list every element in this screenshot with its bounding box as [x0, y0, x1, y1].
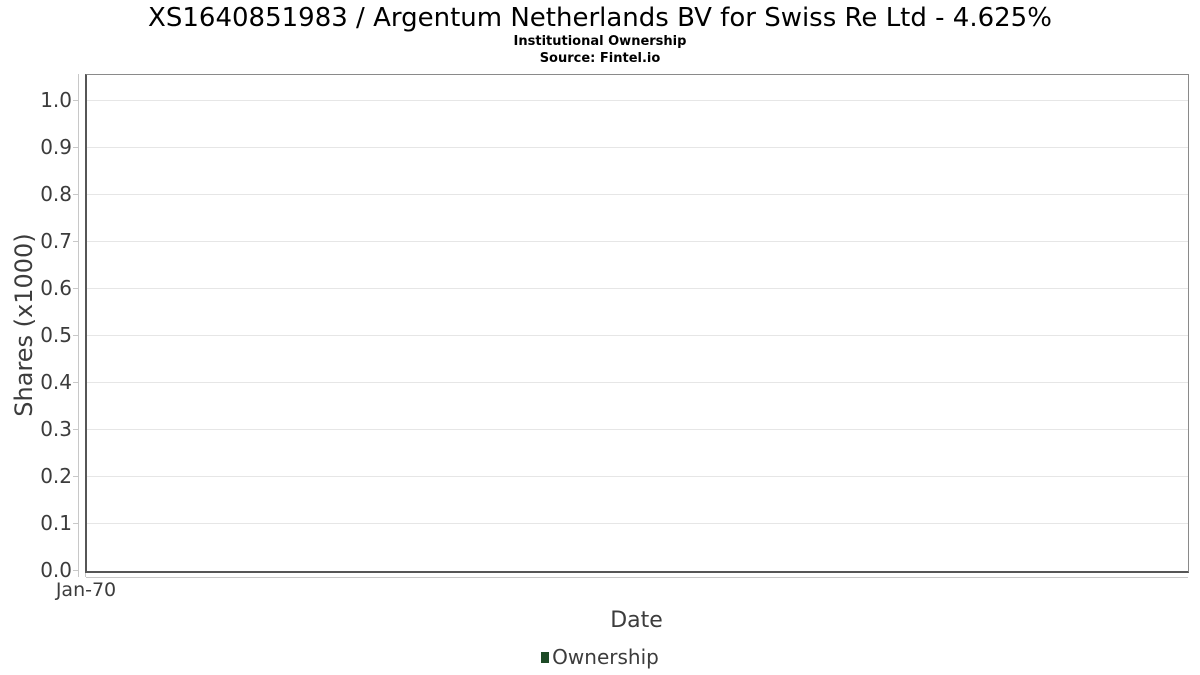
chart-source-note: Source: Fintel.io: [539, 51, 661, 66]
y-tick-mark-0.0: [73, 570, 78, 571]
gridline-y-0.8: [87, 194, 1188, 195]
y-tick-mark-0.2: [73, 476, 78, 477]
y-tick-mark-0.3: [73, 429, 78, 430]
y-tick-mark-0.9: [73, 147, 78, 148]
gridline-y-0.6: [87, 288, 1188, 289]
y-axis-line: [78, 74, 79, 577]
gridline-y-0.3: [87, 429, 1188, 430]
gridline-y-0.2: [87, 476, 1188, 477]
y-tick-mark-0.7: [73, 241, 78, 242]
x-axis-line: [86, 577, 1188, 578]
legend: Ownership: [0, 645, 1200, 669]
gridline-y-0.9: [87, 147, 1188, 148]
y-tick-label-0.0: 0.0: [40, 558, 72, 582]
gridline-y-0.1: [87, 523, 1188, 524]
y-tick-label-0.3: 0.3: [40, 417, 72, 441]
y-tick-label-0.4: 0.4: [40, 370, 72, 394]
y-tick-label-0.1: 0.1: [40, 511, 72, 535]
gridline-y-0.5: [87, 335, 1188, 336]
y-tick-label-0.9: 0.9: [40, 135, 72, 159]
x-tick-mark: [85, 571, 86, 577]
x-tick-label: Jan-70: [55, 579, 117, 601]
y-tick-label-0.8: 0.8: [40, 182, 72, 206]
chart-title: XS1640851983 / Argentum Netherlands BV f…: [148, 3, 1052, 33]
y-tick-mark-1.0: [73, 100, 78, 101]
y-tick-label-0.6: 0.6: [40, 276, 72, 300]
x-axis-title: Date: [610, 608, 663, 633]
legend-marker-ownership: [541, 651, 550, 663]
y-tick-label-0.5: 0.5: [40, 323, 72, 347]
chart-subtitle: Institutional Ownership: [513, 34, 687, 49]
y-tick-label-1.0: 1.0: [40, 88, 72, 112]
legend-label-ownership: Ownership: [552, 645, 659, 669]
y-tick-mark-0.1: [73, 523, 78, 524]
y-tick-mark-0.8: [73, 194, 78, 195]
gridline-y-1.0: [87, 100, 1188, 101]
y-tick-mark-0.5: [73, 335, 78, 336]
y-tick-label-0.7: 0.7: [40, 229, 72, 253]
y-tick-mark-0.4: [73, 382, 78, 383]
y-tick-mark-0.6: [73, 288, 78, 289]
gridline-y-0.7: [87, 241, 1188, 242]
y-tick-label-0.2: 0.2: [40, 464, 72, 488]
plot-area: [85, 74, 1189, 573]
gridline-y-0.4: [87, 382, 1188, 383]
